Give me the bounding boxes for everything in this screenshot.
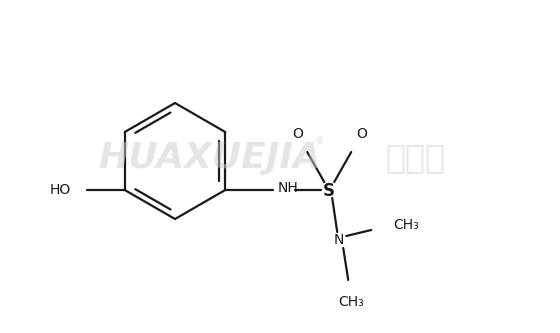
Text: S: S [323, 182, 335, 200]
Text: CH₃: CH₃ [338, 295, 364, 309]
Text: HO: HO [49, 183, 71, 197]
Text: 化学加: 化学加 [385, 142, 445, 174]
Text: CH₃: CH₃ [393, 218, 419, 232]
Text: O: O [356, 127, 367, 141]
Text: ®: ® [315, 136, 325, 146]
Text: N: N [334, 233, 344, 247]
Text: HUAXUEJIA: HUAXUEJIA [99, 141, 321, 175]
Text: O: O [292, 127, 302, 141]
Text: NH: NH [277, 181, 298, 195]
